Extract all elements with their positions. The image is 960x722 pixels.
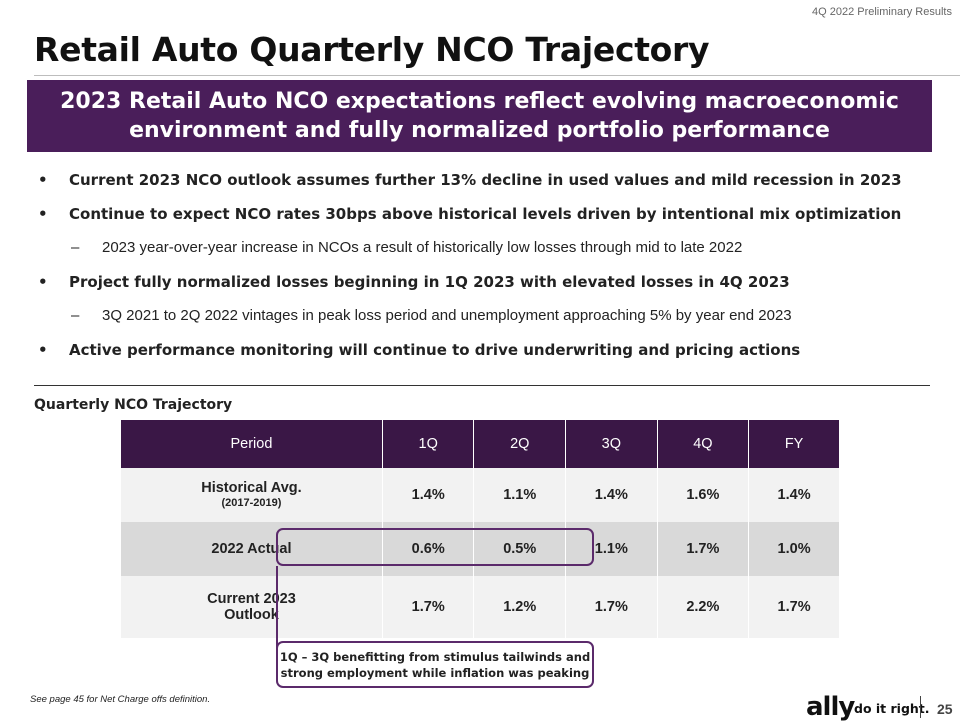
bullet-icon: • <box>38 171 48 189</box>
value-cell: 1.7% <box>381 576 474 638</box>
report-tag: 4Q 2022 Preliminary Results <box>811 6 952 18</box>
value-cell: 1.7% <box>656 522 749 576</box>
bullet-icon: • <box>38 205 48 223</box>
bullet-text: Project fully normalized losses beginnin… <box>69 273 790 291</box>
value-cell: 1.0% <box>748 522 839 576</box>
bullet-list: • Current 2023 NCO outlook assumes furth… <box>36 166 936 370</box>
row-label-cell: Current 2023 Outlook <box>121 576 383 638</box>
row-sublabel: (2017-2019) <box>221 497 282 509</box>
header-cell: Period <box>121 420 383 468</box>
section-divider <box>34 385 930 386</box>
bullet-item: • Continue to expect NCO rates 30bps abo… <box>36 200 936 234</box>
ally-logo: ally <box>806 692 855 722</box>
title-divider <box>34 75 960 76</box>
bullet-item: • Current 2023 NCO outlook assumes furth… <box>36 166 936 200</box>
callout-line-2: strong employment while inflation was pe… <box>280 666 590 680</box>
value-cell: 1.7% <box>565 576 658 638</box>
bullet-text: Active performance monitoring will conti… <box>69 341 801 359</box>
row-label-cell: 2022 Actual <box>121 522 383 576</box>
page-title: Retail Auto Quarterly NCO Trajectory <box>34 30 710 69</box>
table-row: Historical Avg. (2017-2019) 1.4% 1.1% 1.… <box>121 468 839 522</box>
banner-line-1: 2023 Retail Auto NCO expectations reflec… <box>60 89 899 114</box>
header-cell: 2Q <box>473 420 566 468</box>
header-cell: 3Q <box>565 420 658 468</box>
value-cell: 1.6% <box>656 468 749 522</box>
value-cell: 1.1% <box>473 468 566 522</box>
callout-line-1: 1Q – 3Q benefitting from stimulus tailwi… <box>279 650 591 664</box>
highlight-outline <box>276 528 594 566</box>
bullet-icon: • <box>38 341 48 359</box>
value-cell: 2.2% <box>656 576 749 638</box>
nco-table: Period 1Q 2Q 3Q 4Q FY Historical Avg. (2… <box>121 420 839 638</box>
table-row: Current 2023 Outlook 1.7% 1.2% 1.7% 2.2%… <box>121 576 839 638</box>
footer-divider <box>920 696 921 718</box>
header-cell: FY <box>748 420 839 468</box>
value-cell: 1.4% <box>381 468 474 522</box>
callout-box: 1Q – 3Q benefitting from stimulus tailwi… <box>276 641 594 688</box>
section-label: Quarterly NCO Trajectory <box>34 397 233 413</box>
key-message-banner: 2023 Retail Auto NCO expectations reflec… <box>27 80 932 152</box>
sub-bullet-item: – 3Q 2021 to 2Q 2022 vintages in peak lo… <box>36 302 936 336</box>
row-label: Current 2023 <box>207 591 296 607</box>
banner-line-2: environment and fully normalized portfol… <box>129 118 830 143</box>
tagline: do it right. <box>854 701 930 716</box>
value-cell: 1.7% <box>748 576 839 638</box>
value-cell: 1.4% <box>565 468 658 522</box>
callout-connector-line <box>276 566 278 664</box>
sub-bullet-text: 3Q 2021 to 2Q 2022 vintages in peak loss… <box>102 307 792 324</box>
value-cell: 1.4% <box>748 468 839 522</box>
footnote: See page 45 for Net Charge offs definiti… <box>30 694 211 705</box>
sub-bullet-item: – 2023 year-over-year increase in NCOs a… <box>36 234 936 268</box>
value-cell: 1.2% <box>473 576 566 638</box>
header-cell: 4Q <box>656 420 749 468</box>
row-label-line-2: Outlook <box>224 607 279 623</box>
header-cell: 1Q <box>381 420 474 468</box>
bullet-item: • Active performance monitoring will con… <box>36 336 936 370</box>
bullet-icon: • <box>38 273 48 291</box>
sub-bullet-text: 2023 year-over-year increase in NCOs a r… <box>102 239 743 256</box>
page-number: 25 <box>937 701 953 717</box>
table-header-row: Period 1Q 2Q 3Q 4Q FY <box>121 420 839 468</box>
value-cell: 1.1% <box>565 522 658 576</box>
bullet-text: Continue to expect NCO rates 30bps above… <box>69 205 902 223</box>
table-row: 2022 Actual 0.6% 0.5% 1.1% 1.7% 1.0% <box>121 522 839 576</box>
row-label-cell: Historical Avg. (2017-2019) <box>121 468 383 522</box>
value-cell: 0.6% <box>381 522 474 576</box>
row-label: Historical Avg. <box>201 480 302 496</box>
dash-icon: – <box>71 307 80 324</box>
dash-icon: – <box>71 239 80 256</box>
bullet-text: Current 2023 NCO outlook assumes further… <box>69 171 902 189</box>
bullet-item: • Project fully normalized losses beginn… <box>36 268 936 302</box>
value-cell: 0.5% <box>473 522 566 576</box>
